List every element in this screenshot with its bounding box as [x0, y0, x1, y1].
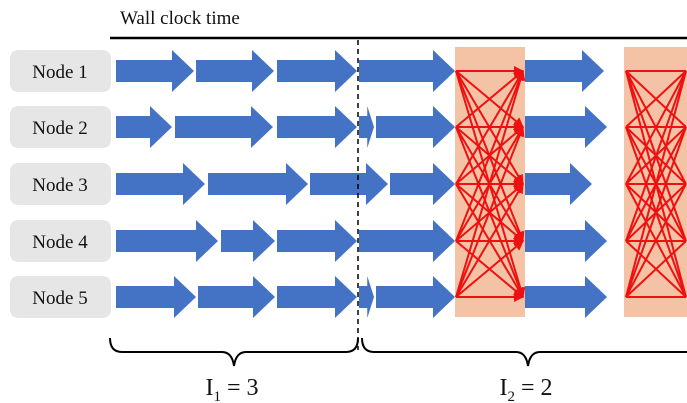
compute-arrow-node3-3 [310, 163, 388, 205]
timeline-title: Wall clock time [120, 8, 240, 29]
compute-arrow-node5-3 [277, 276, 357, 318]
compute-arrow-node5-1 [116, 276, 196, 318]
mesh-link-2-5-3 [625, 183, 687, 298]
compute-arrow-node3-4 [390, 163, 455, 205]
node-label-1: Node 1 [10, 50, 111, 92]
compute-arrow-node4-2 [221, 220, 275, 262]
node-label-5: Node 5 [10, 276, 111, 318]
compute-arrow-node2-5 [376, 106, 455, 148]
compute-arrow-node2-1 [116, 106, 172, 148]
compute-arrow-node5-6 [525, 276, 607, 318]
interval-1-brace [109, 337, 359, 367]
compute-arrow-node3-5 [525, 163, 592, 205]
mesh-link-1-5-3 [455, 183, 524, 298]
interval-1-label: I1 = 3 [205, 375, 258, 403]
mesh-link-2-2-1 [625, 70, 687, 128]
compute-arrow-node5-4 [359, 276, 374, 318]
compute-arrow-node1-4 [359, 50, 455, 92]
compute-arrow-node1-2 [196, 50, 274, 92]
mesh-link-2-5-4 [625, 240, 687, 298]
compute-arrow-node2-3 [277, 106, 357, 148]
compute-arrow-node4-1 [116, 220, 218, 262]
compute-arrow-node4-4 [359, 220, 455, 262]
mesh-link-1-5-4 [455, 240, 524, 298]
node-label-2: Node 2 [10, 106, 111, 148]
compute-arrows [116, 50, 607, 318]
compute-arrow-node5-5 [376, 276, 455, 318]
svg-text:Node 2: Node 2 [32, 118, 87, 139]
mesh-link-2-3-1 [625, 70, 687, 185]
mesh-link-1-5-1 [455, 70, 526, 298]
compute-arrow-node1-1 [116, 50, 194, 92]
svg-text:Node 4: Node 4 [32, 232, 88, 253]
mesh-link-1-5-2 [455, 126, 525, 298]
compute-arrow-node1-5 [525, 50, 604, 92]
interval-2-label: I2 = 2 [499, 375, 552, 403]
svg-text:Node 5: Node 5 [32, 288, 87, 309]
mesh-link-1-4-1 [455, 70, 525, 242]
interval-2-brace [361, 337, 687, 367]
mesh-link-1-3-1 [455, 70, 524, 185]
all-reduce-mesh [455, 66, 687, 302]
mesh-link-2-5-2 [625, 126, 687, 298]
compute-arrow-node2-4 [359, 106, 374, 148]
svg-text:Node 1: Node 1 [32, 62, 87, 83]
svg-text:Node 3: Node 3 [32, 175, 87, 196]
compute-arrow-node4-3 [277, 220, 357, 262]
mesh-link-2-5-1 [625, 70, 687, 298]
node-labels: Node 1 Node 2 Node 3 Node 4 Node 5 [10, 50, 111, 318]
compute-arrow-node3-2 [208, 163, 308, 205]
node-label-3: Node 3 [10, 163, 111, 205]
compute-arrow-node2-6 [525, 106, 607, 148]
mesh-link-2-4-1 [625, 70, 687, 242]
compute-arrow-node1-3 [277, 50, 357, 92]
mesh-link-1-2-1 [455, 70, 524, 128]
compute-arrow-node2-2 [175, 106, 273, 148]
node-label-4: Node 4 [10, 220, 111, 262]
compute-arrow-node4-5 [525, 220, 607, 262]
compute-arrow-node3-1 [116, 163, 205, 205]
compute-arrow-node5-2 [198, 276, 275, 318]
